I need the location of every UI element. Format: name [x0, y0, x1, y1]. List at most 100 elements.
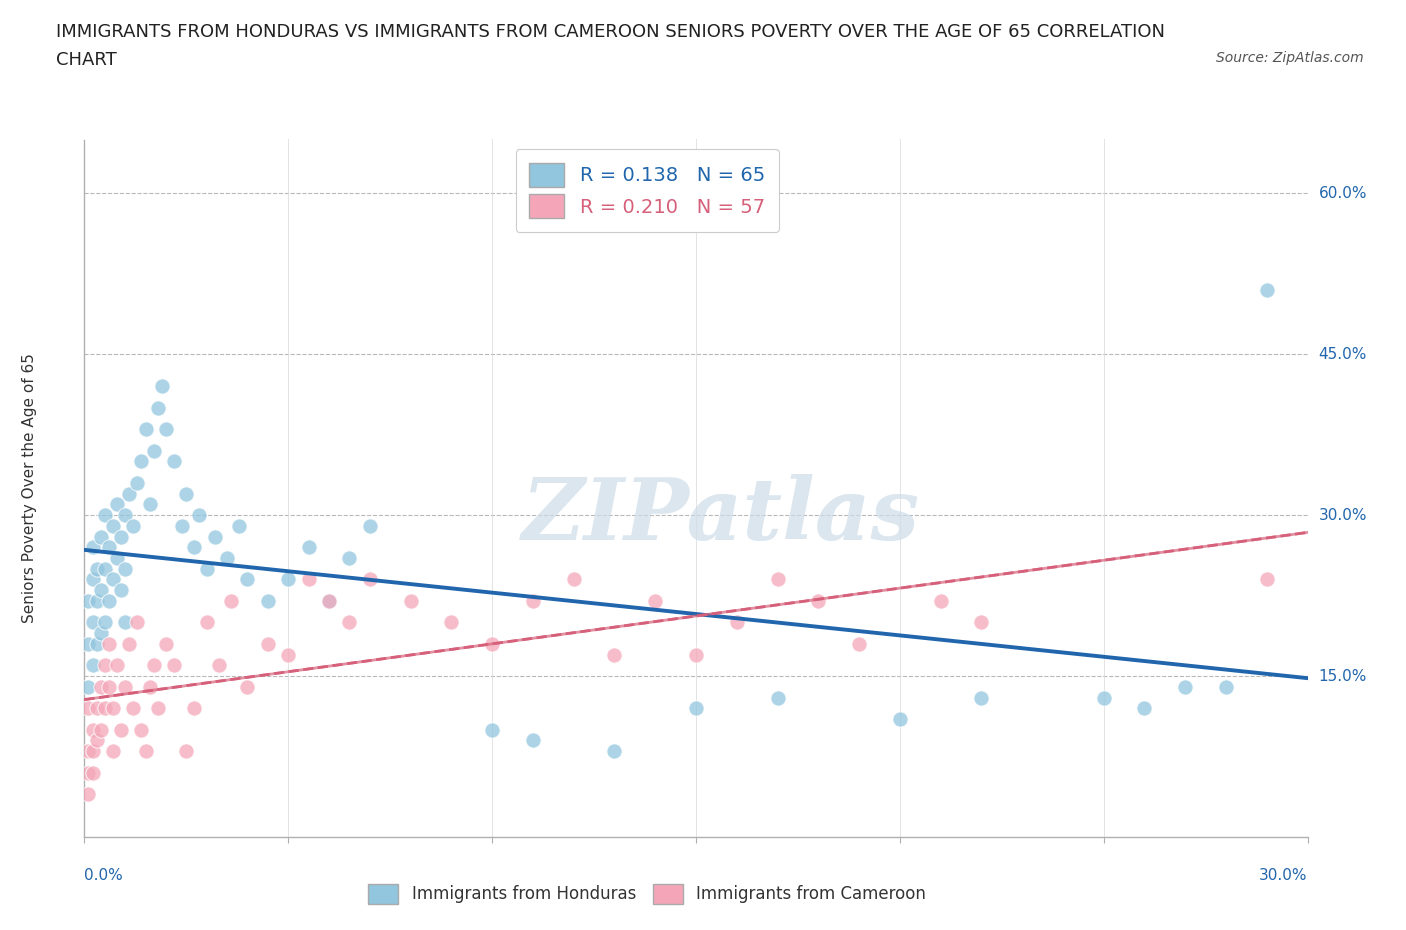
Text: Source: ZipAtlas.com: Source: ZipAtlas.com [1216, 51, 1364, 65]
Point [1092, 690, 1115, 705]
Point [150, 379, 173, 393]
Point [122, 701, 145, 716]
Point [146, 701, 169, 716]
Point [97, 593, 120, 608]
Point [236, 679, 259, 694]
Point [725, 615, 748, 630]
Point [481, 723, 503, 737]
Point [105, 658, 128, 672]
Text: Seniors Poverty Over the Age of 65: Seniors Poverty Over the Age of 65 [22, 353, 37, 623]
Text: 45.0%: 45.0% [1319, 347, 1367, 362]
Point [86, 701, 108, 716]
Point [339, 551, 360, 565]
Point [101, 518, 124, 533]
Point [110, 529, 132, 544]
Point [1133, 701, 1156, 716]
Text: IMMIGRANTS FROM HONDURAS VS IMMIGRANTS FROM CAMEROON SENIORS POVERTY OVER THE AG: IMMIGRANTS FROM HONDURAS VS IMMIGRANTS F… [56, 23, 1166, 41]
Point [603, 744, 626, 759]
Legend: Immigrants from Honduras, Immigrants from Cameroon: Immigrants from Honduras, Immigrants fro… [360, 875, 934, 912]
Point [146, 400, 169, 415]
Point [127, 475, 149, 490]
Point [77, 636, 100, 651]
Point [183, 539, 205, 554]
Point [1256, 572, 1278, 587]
Text: 30.0%: 30.0% [1260, 868, 1308, 883]
Point [359, 518, 381, 533]
Point [481, 636, 503, 651]
Point [93, 701, 115, 716]
Point [131, 723, 153, 737]
Point [228, 518, 250, 533]
Point [114, 615, 136, 630]
Point [114, 562, 136, 577]
Point [77, 701, 100, 716]
Text: ZIPatlas: ZIPatlas [522, 474, 920, 558]
Text: CHART: CHART [56, 51, 117, 69]
Point [236, 572, 259, 587]
Point [766, 690, 789, 705]
Point [105, 497, 128, 512]
Point [208, 658, 231, 672]
Point [522, 733, 544, 748]
Point [122, 518, 145, 533]
Point [118, 486, 141, 501]
Point [110, 723, 132, 737]
Point [195, 562, 218, 577]
Point [77, 765, 100, 780]
Point [82, 723, 104, 737]
Point [82, 765, 104, 780]
Point [399, 593, 422, 608]
Point [97, 539, 120, 554]
Point [82, 744, 104, 759]
Point [1256, 283, 1278, 298]
Point [86, 593, 108, 608]
Point [97, 636, 120, 651]
Point [318, 593, 340, 608]
Point [97, 679, 120, 694]
Point [77, 787, 100, 802]
Point [114, 508, 136, 523]
Point [187, 508, 209, 523]
Point [135, 422, 157, 437]
Point [138, 497, 160, 512]
Point [277, 647, 299, 662]
Point [82, 539, 104, 554]
Point [603, 647, 626, 662]
Point [204, 529, 226, 544]
Point [359, 572, 381, 587]
Text: 0.0%: 0.0% [84, 868, 124, 883]
Point [114, 679, 136, 694]
Point [90, 529, 112, 544]
Point [562, 572, 585, 587]
Point [77, 593, 100, 608]
Point [131, 454, 153, 469]
Point [318, 593, 340, 608]
Point [685, 647, 707, 662]
Text: 30.0%: 30.0% [1319, 508, 1367, 523]
Point [105, 551, 128, 565]
Point [219, 593, 242, 608]
Point [86, 636, 108, 651]
Point [970, 615, 993, 630]
Point [82, 615, 104, 630]
Point [1174, 679, 1197, 694]
Point [522, 593, 544, 608]
Point [172, 518, 194, 533]
Text: 15.0%: 15.0% [1319, 669, 1367, 684]
Point [86, 733, 108, 748]
Point [970, 690, 993, 705]
Point [135, 744, 157, 759]
Point [101, 744, 124, 759]
Point [163, 454, 186, 469]
Point [82, 658, 104, 672]
Point [155, 636, 177, 651]
Point [90, 583, 112, 598]
Point [93, 658, 115, 672]
Point [807, 593, 830, 608]
Point [929, 593, 952, 608]
Point [90, 723, 112, 737]
Point [118, 636, 141, 651]
Point [101, 701, 124, 716]
Point [298, 572, 321, 587]
Point [90, 626, 112, 641]
